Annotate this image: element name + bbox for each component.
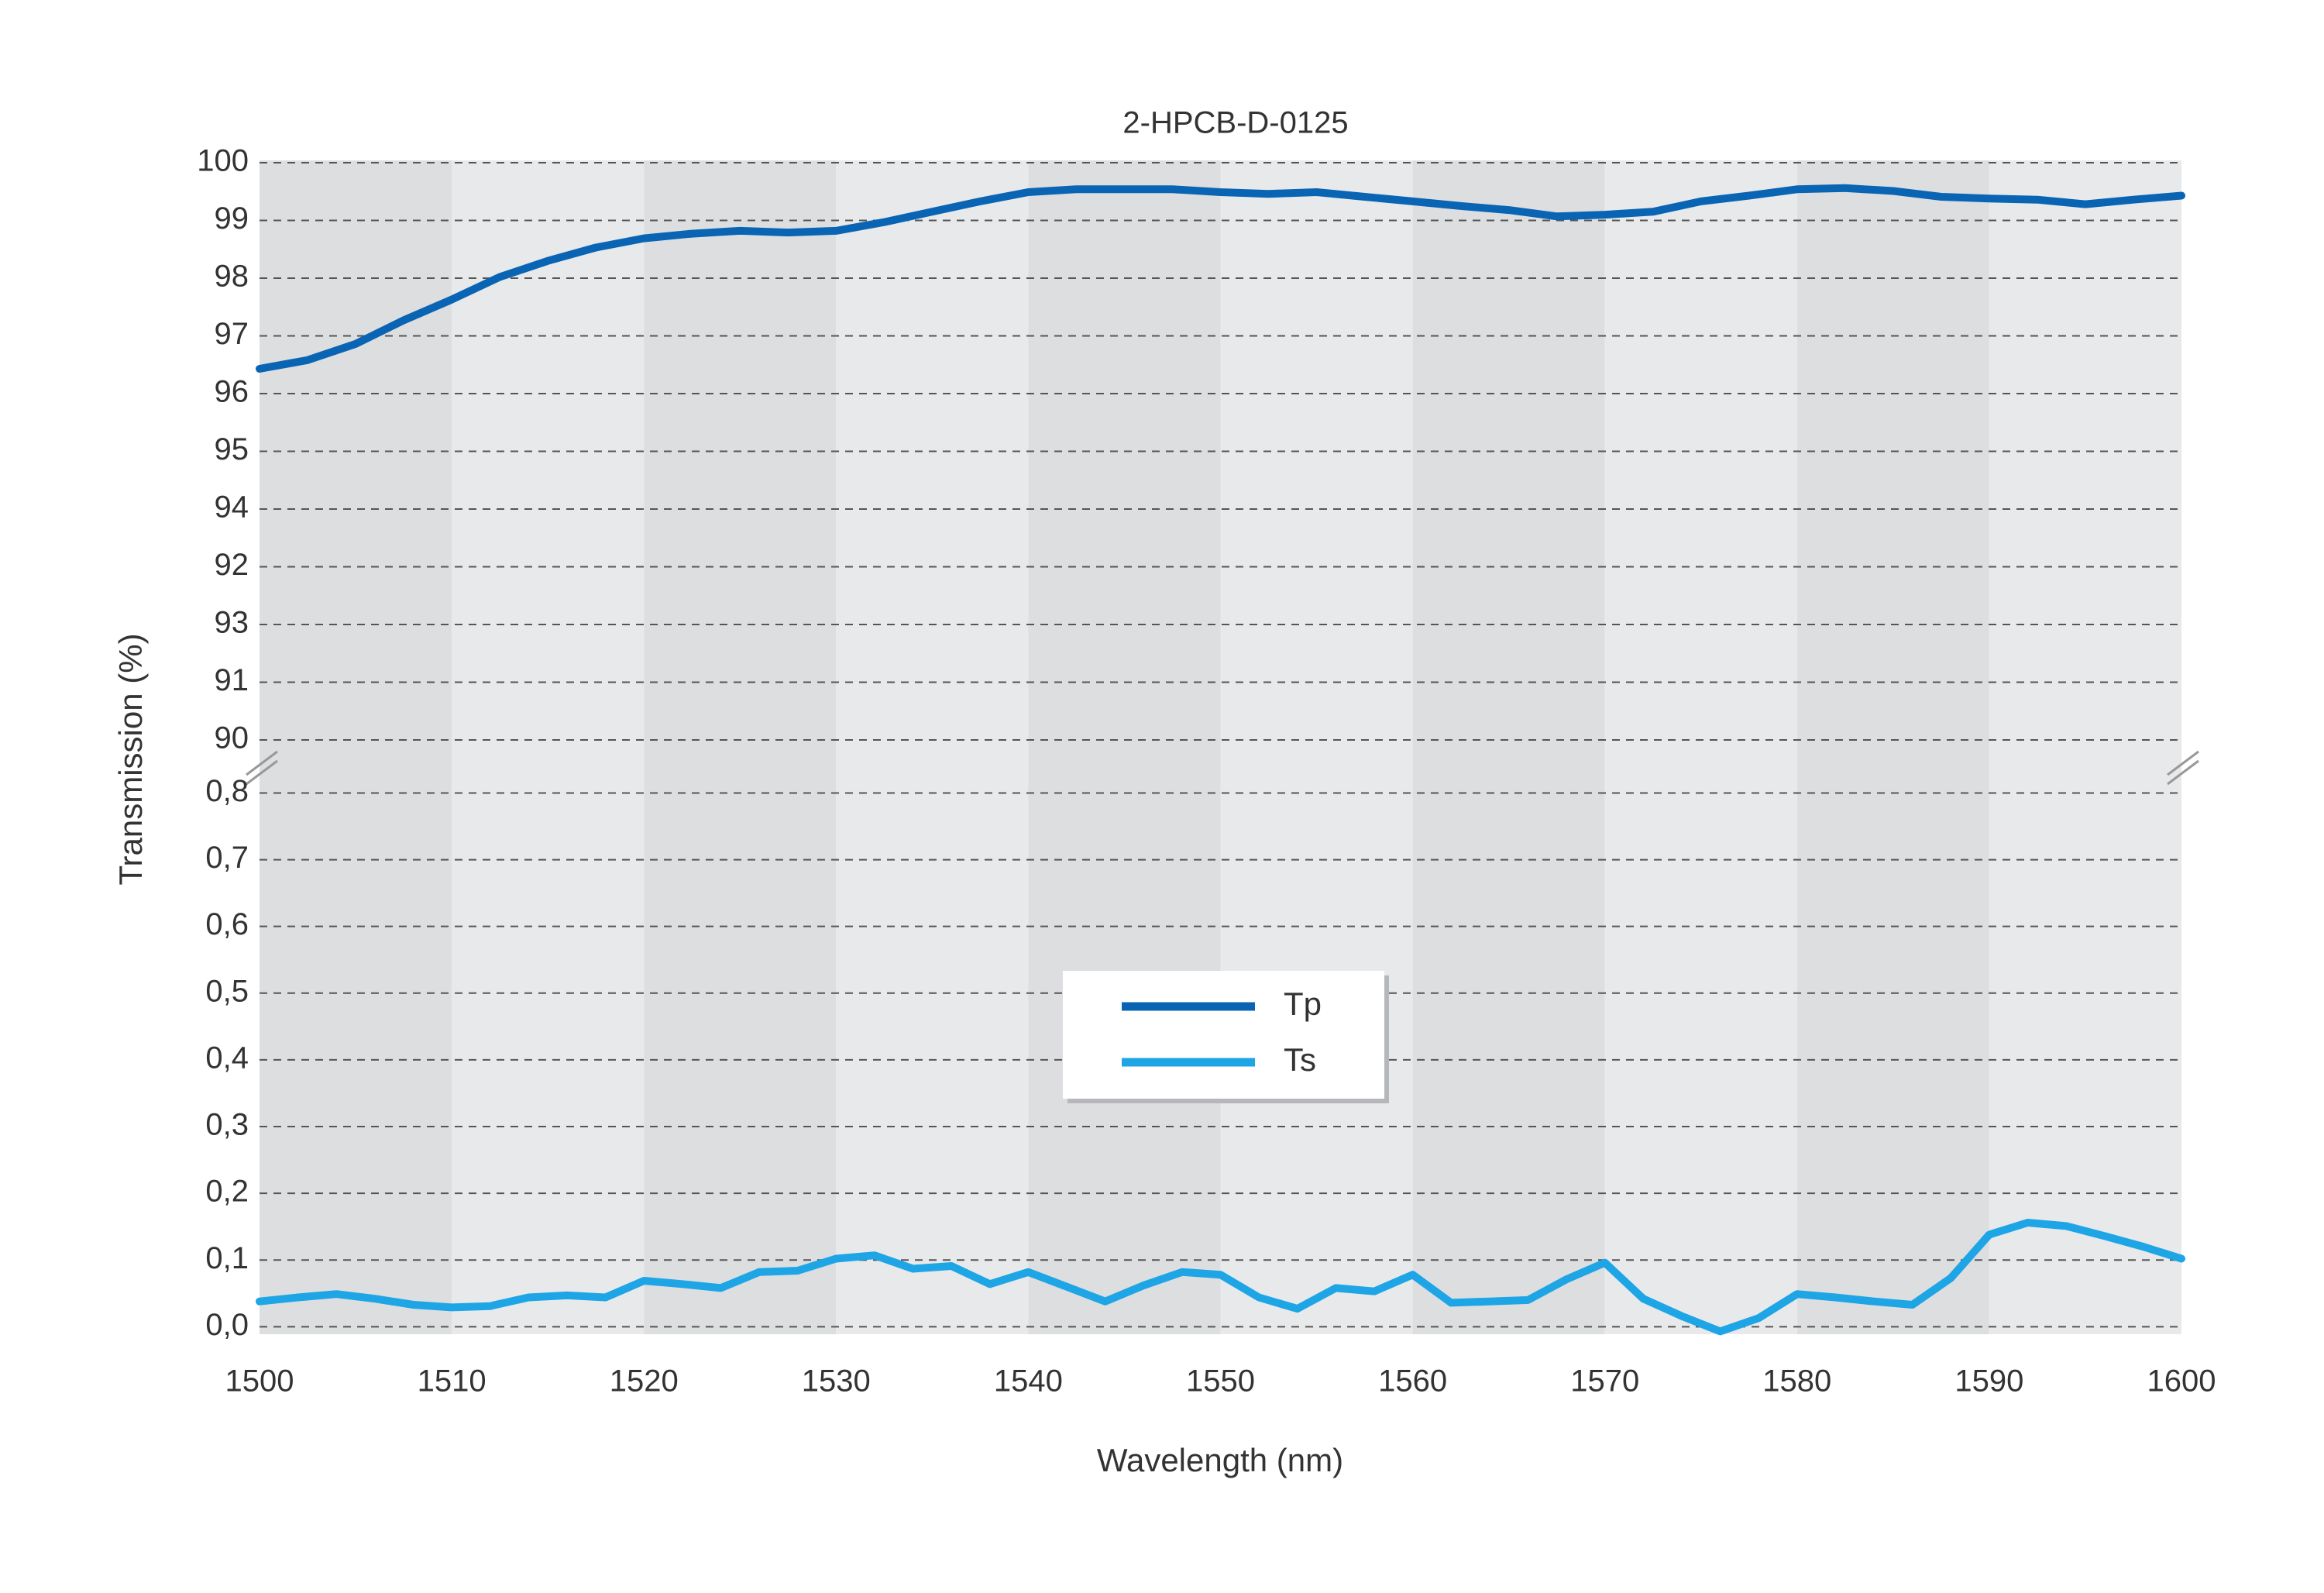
y-tick-label: 0,8 — [205, 774, 249, 808]
axis-break — [246, 750, 2199, 786]
band — [1028, 160, 1221, 1334]
break-mark — [246, 750, 278, 776]
y-tick-label: 91 — [215, 663, 249, 697]
y-tick-label: 100 — [197, 144, 249, 178]
y-tick-label: 0,2 — [205, 1175, 249, 1209]
x-tick-label: 1530 — [802, 1364, 871, 1399]
y-tick-label: 98 — [215, 260, 249, 294]
x-tick-label: 1590 — [1954, 1364, 2023, 1399]
x-tick-label: 1570 — [1570, 1364, 1639, 1399]
y-tick-label: 0,1 — [205, 1241, 249, 1275]
y-tick-label: 96 — [215, 375, 249, 409]
y-tick-label: 0,6 — [205, 907, 249, 941]
x-tick-label: 1510 — [418, 1364, 486, 1399]
legend: Tp Ts — [1063, 971, 1389, 1103]
y-tick-label: 0,5 — [205, 974, 249, 1008]
x-tick-label: 1550 — [1186, 1364, 1255, 1399]
legend-label: Ts — [1284, 1041, 1316, 1078]
y-tick-label: 0,4 — [205, 1041, 249, 1075]
y-tick-label: 90 — [215, 721, 249, 755]
y-tick-label: 94 — [215, 490, 249, 525]
x-tick-label: 1500 — [225, 1364, 294, 1399]
band — [1989, 160, 2181, 1334]
band — [836, 160, 1029, 1334]
y-tick-label: 0,7 — [205, 841, 249, 875]
break-mark — [246, 759, 278, 786]
x-tick-label: 1540 — [994, 1364, 1063, 1399]
break-mark — [2167, 750, 2199, 776]
series-line — [256, 184, 2185, 373]
y-tick-label: 99 — [215, 201, 249, 236]
legend-label: Tp — [1284, 986, 1322, 1022]
series-line — [256, 1219, 2185, 1336]
plot-background — [260, 160, 2181, 1334]
y-tick-label: 0,0 — [205, 1308, 249, 1342]
band — [1412, 160, 1605, 1334]
series-lines — [256, 184, 2185, 1336]
y-tick-label: 95 — [215, 432, 249, 466]
x-tick-label: 1560 — [1378, 1364, 1447, 1399]
y-axis-label: Transmission (%) — [112, 633, 149, 885]
chart-title: 2-HPCB-D-0125 — [1122, 106, 1348, 140]
y-tick-label: 93 — [215, 606, 249, 640]
band — [644, 160, 837, 1334]
x-tick-label: 1520 — [610, 1364, 679, 1399]
band — [1604, 160, 1797, 1334]
band — [1796, 160, 1989, 1334]
y-tick-label: 92 — [215, 548, 249, 582]
x-tick-label: 1580 — [1762, 1364, 1831, 1399]
band — [1220, 160, 1413, 1334]
break-mark — [2167, 759, 2199, 786]
y-tick-label: 0,3 — [205, 1108, 249, 1142]
y-tick-label: 97 — [215, 317, 249, 351]
x-tick-label: 1600 — [2147, 1364, 2216, 1399]
band — [452, 160, 645, 1334]
labels: 100 99 98 97 96 95 94 92 93 91 90 0,8 0,7 0,6 0,5 0,4 0,… — [197, 144, 2216, 1399]
x-axis-label: Wavelength (nm) — [1097, 1442, 1343, 1478]
legend-box — [1063, 971, 1384, 1099]
band — [260, 160, 452, 1334]
